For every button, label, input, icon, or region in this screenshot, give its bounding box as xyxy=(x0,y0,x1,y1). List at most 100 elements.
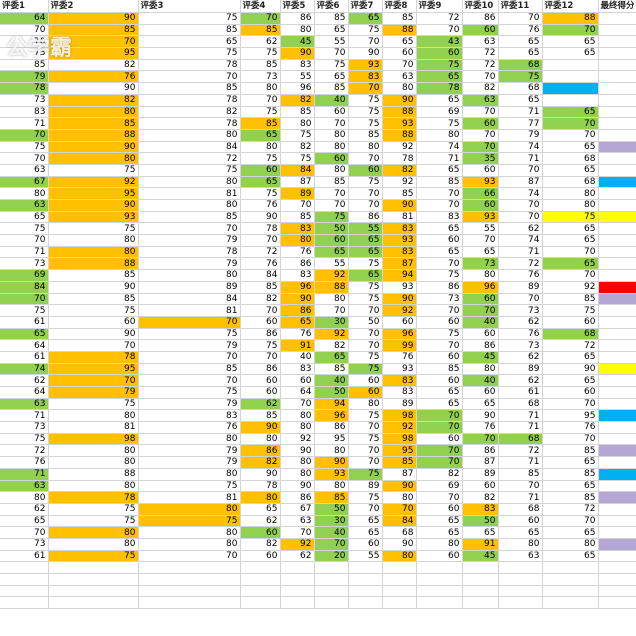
score-cell[interactable]: 84 xyxy=(138,141,241,154)
score-cell[interactable]: 75 xyxy=(348,117,383,130)
score-cell[interactable]: 83 xyxy=(138,409,241,423)
empty-cell[interactable] xyxy=(462,585,499,598)
score-cell[interactable]: 62 xyxy=(280,550,315,563)
score-cell[interactable]: 70 xyxy=(416,421,463,434)
score-cell[interactable]: 65 xyxy=(348,234,383,247)
score-cell[interactable]: 75 xyxy=(348,363,383,376)
score-cell[interactable]: 98 xyxy=(382,433,417,446)
score-cell[interactable]: 60 xyxy=(240,386,281,399)
score-cell[interactable]: 80 xyxy=(542,187,599,200)
score-cell[interactable] xyxy=(598,386,636,399)
score-cell[interactable]: 83 xyxy=(280,363,315,376)
empty-cell[interactable] xyxy=(348,596,383,610)
score-cell[interactable]: 45 xyxy=(280,35,315,49)
score-cell[interactable]: 86 xyxy=(462,444,499,458)
score-cell[interactable]: 78 xyxy=(416,82,463,95)
score-cell[interactable]: 75 xyxy=(240,106,281,119)
score-cell[interactable]: 90 xyxy=(48,328,139,341)
score-cell[interactable]: 70 xyxy=(48,35,139,49)
score-cell[interactable]: 65 xyxy=(348,246,383,259)
score-cell[interactable]: 82 xyxy=(462,82,499,95)
empty-cell[interactable] xyxy=(542,596,599,610)
empty-cell[interactable] xyxy=(348,561,383,574)
score-cell[interactable]: 89 xyxy=(138,281,241,294)
score-cell[interactable]: 62 xyxy=(498,316,543,329)
score-cell[interactable]: 65 xyxy=(138,35,241,49)
score-cell[interactable]: 80 xyxy=(542,538,599,551)
score-cell[interactable]: 90 xyxy=(314,456,349,469)
score-cell[interactable]: 60 xyxy=(462,386,499,399)
score-cell[interactable]: 90 xyxy=(382,94,417,107)
score-cell[interactable]: 62 xyxy=(0,503,49,516)
score-cell[interactable]: 90 xyxy=(542,363,599,376)
score-cell[interactable]: 80 xyxy=(314,141,349,154)
score-cell[interactable] xyxy=(598,152,636,165)
score-cell[interactable]: 61 xyxy=(498,386,543,399)
score-cell[interactable]: 70 xyxy=(280,398,315,411)
score-cell[interactable]: 50 xyxy=(462,515,499,528)
score-cell[interactable] xyxy=(598,304,636,317)
empty-cell[interactable] xyxy=(416,573,463,586)
score-cell[interactable]: 98 xyxy=(382,409,417,423)
score-cell[interactable]: 85 xyxy=(138,363,241,376)
score-cell[interactable]: 73 xyxy=(462,257,499,271)
score-cell[interactable]: 80 xyxy=(48,234,139,247)
score-cell[interactable]: 85 xyxy=(416,176,463,189)
score-cell[interactable] xyxy=(598,281,636,294)
score-cell[interactable]: 85 xyxy=(240,281,281,294)
score-cell[interactable]: 60 xyxy=(382,47,417,60)
score-cell[interactable]: 75 xyxy=(0,304,49,317)
score-cell[interactable]: 83 xyxy=(280,222,315,236)
score-cell[interactable]: 78 xyxy=(138,246,241,259)
score-cell[interactable]: 84 xyxy=(280,164,315,177)
score-cell[interactable]: 72 xyxy=(0,444,49,458)
score-cell[interactable]: 68 xyxy=(542,328,599,341)
score-cell[interactable]: 95 xyxy=(382,444,417,458)
score-cell[interactable]: 75 xyxy=(48,515,139,528)
score-cell[interactable] xyxy=(598,339,636,352)
score-cell[interactable]: 80 xyxy=(240,491,281,504)
score-cell[interactable]: 90 xyxy=(382,293,417,306)
score-cell[interactable]: 61 xyxy=(0,550,49,563)
score-cell[interactable]: 65 xyxy=(462,398,499,411)
score-cell[interactable]: 60 xyxy=(348,538,383,551)
score-cell[interactable]: 92 xyxy=(48,176,139,189)
score-cell[interactable]: 73 xyxy=(0,94,49,107)
score-cell[interactable]: 82 xyxy=(462,491,499,504)
score-cell[interactable]: 79 xyxy=(138,456,241,469)
score-cell[interactable]: 70 xyxy=(138,374,241,387)
score-cell[interactable] xyxy=(598,503,636,516)
score-cell[interactable]: 73 xyxy=(240,70,281,84)
score-cell[interactable]: 79 xyxy=(498,129,543,142)
score-cell[interactable]: 71 xyxy=(0,409,49,423)
score-cell[interactable]: 70 xyxy=(0,129,49,142)
empty-cell[interactable] xyxy=(48,585,139,598)
score-cell[interactable]: 75 xyxy=(240,47,281,60)
score-cell[interactable]: 93 xyxy=(462,211,499,224)
empty-cell[interactable] xyxy=(280,573,315,586)
score-cell[interactable]: 90 xyxy=(280,444,315,458)
empty-cell[interactable] xyxy=(416,561,463,574)
score-cell[interactable]: 75 xyxy=(348,433,383,446)
score-cell[interactable]: 43 xyxy=(416,35,463,49)
empty-cell[interactable] xyxy=(314,573,349,586)
score-cell[interactable]: 93 xyxy=(48,211,139,224)
score-cell[interactable]: 60 xyxy=(542,316,599,329)
score-cell[interactable]: 86 xyxy=(416,281,463,294)
score-cell[interactable] xyxy=(598,35,636,49)
score-cell[interactable]: 75 xyxy=(48,222,139,236)
score-cell[interactable]: 60 xyxy=(462,164,499,177)
score-cell[interactable]: 60 xyxy=(416,316,463,329)
score-cell[interactable]: 73 xyxy=(498,304,543,317)
score-cell[interactable] xyxy=(598,491,636,504)
score-cell[interactable]: 88 xyxy=(542,12,599,25)
score-cell[interactable]: 61 xyxy=(0,316,49,329)
score-cell[interactable]: 76 xyxy=(240,257,281,271)
score-cell[interactable]: 55 xyxy=(314,35,349,49)
score-cell[interactable]: 40 xyxy=(462,316,499,329)
empty-cell[interactable] xyxy=(462,573,499,586)
score-cell[interactable]: 80 xyxy=(138,199,241,212)
score-cell[interactable]: 40 xyxy=(314,526,349,539)
score-cell[interactable]: 70 xyxy=(416,491,463,504)
empty-cell[interactable] xyxy=(382,596,417,610)
